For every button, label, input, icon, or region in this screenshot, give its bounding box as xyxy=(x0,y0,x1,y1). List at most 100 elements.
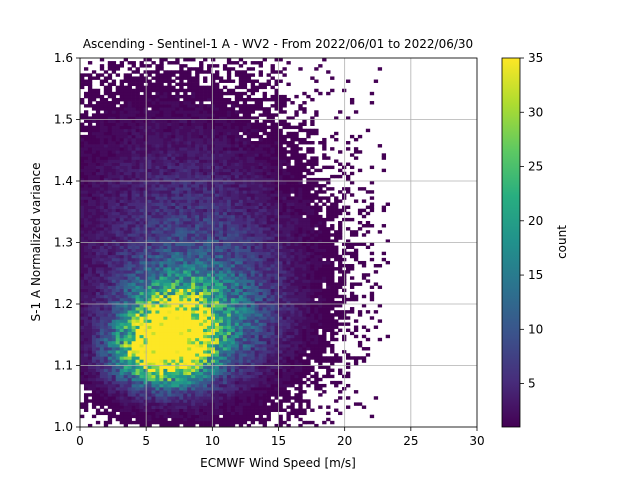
heatmap-cell xyxy=(151,304,156,308)
heatmap-cell xyxy=(115,264,121,268)
heatmap-cell xyxy=(183,110,188,114)
heatmap-cell xyxy=(167,224,172,228)
heatmap-cell xyxy=(234,313,240,317)
heatmap-cell xyxy=(151,181,156,185)
heatmap-cell xyxy=(135,257,140,262)
heatmap-cell xyxy=(135,380,140,385)
heatmap-cell xyxy=(207,257,212,262)
heatmap-cell xyxy=(222,420,228,425)
heatmap-cell xyxy=(214,217,220,222)
heatmap-cell xyxy=(111,119,117,123)
heatmap-cell xyxy=(191,383,196,388)
heatmap-cell xyxy=(246,248,252,253)
heatmap-cell xyxy=(139,276,144,280)
heatmap-cell xyxy=(167,137,172,142)
heatmap-cell xyxy=(127,260,132,265)
heatmap-cell xyxy=(151,174,156,179)
heatmap-cell xyxy=(230,128,236,133)
heatmap-cell xyxy=(159,279,164,283)
heatmap-cell xyxy=(203,190,208,194)
heatmap-cell xyxy=(147,383,152,388)
heatmap-cell xyxy=(163,411,168,416)
heatmap-cell xyxy=(103,353,109,357)
heatmap-cell xyxy=(207,159,212,163)
heatmap-cell xyxy=(131,156,136,160)
heatmap-cell xyxy=(238,94,244,99)
heatmap-cell xyxy=(211,181,216,185)
heatmap-cell xyxy=(123,356,128,360)
heatmap-cell xyxy=(226,110,232,114)
heatmap-cell xyxy=(163,242,168,246)
heatmap-cell xyxy=(179,208,184,213)
heatmap-cell xyxy=(222,159,228,163)
heatmap-cell xyxy=(115,67,121,71)
heatmap-cell xyxy=(151,119,156,123)
heatmap-cell xyxy=(175,423,180,428)
heatmap-cell xyxy=(159,208,164,213)
heatmap-cell xyxy=(143,371,148,376)
heatmap-cell xyxy=(103,97,109,102)
heatmap-cell xyxy=(87,150,93,154)
heatmap-cell xyxy=(115,328,121,333)
heatmap-cell xyxy=(167,368,172,372)
heatmap-cell xyxy=(131,128,136,133)
heatmap-cell xyxy=(222,101,228,105)
heatmap-cell xyxy=(167,353,172,357)
heatmap-cell xyxy=(226,264,232,268)
heatmap-cell xyxy=(238,208,244,213)
heatmap-cell xyxy=(246,362,252,366)
heatmap-cell xyxy=(250,245,256,249)
heatmap-cell xyxy=(187,334,192,339)
heatmap-cell xyxy=(179,162,184,166)
heatmap-cell xyxy=(230,125,236,130)
heatmap-cell xyxy=(107,113,113,117)
heatmap-cell xyxy=(151,196,156,200)
heatmap-cell xyxy=(91,387,97,391)
heatmap-cell xyxy=(207,107,212,111)
heatmap-cell xyxy=(131,288,136,293)
heatmap-cell xyxy=(151,279,156,283)
heatmap-cell xyxy=(238,177,244,182)
heatmap-cell xyxy=(123,202,128,206)
heatmap-cell xyxy=(163,294,168,299)
heatmap-cell xyxy=(226,371,232,376)
heatmap-cell xyxy=(171,187,176,191)
heatmap-cell xyxy=(207,153,212,157)
heatmap-cell xyxy=(151,156,156,160)
heatmap-cell xyxy=(242,399,248,403)
heatmap-cell xyxy=(123,387,128,391)
heatmap-cell xyxy=(211,137,216,142)
heatmap-cell xyxy=(147,159,152,163)
heatmap-cell xyxy=(103,119,109,123)
heatmap-cell xyxy=(207,254,212,259)
heatmap-cell xyxy=(131,171,136,176)
heatmap-cell xyxy=(163,76,168,80)
heatmap-cell xyxy=(234,325,240,329)
heatmap-cell xyxy=(131,214,136,219)
heatmap-cell xyxy=(191,104,196,108)
heatmap-cell xyxy=(155,300,160,305)
heatmap-cell xyxy=(159,91,164,96)
heatmap-cell xyxy=(222,322,228,326)
heatmap-cell xyxy=(203,119,208,123)
heatmap-cell xyxy=(199,399,204,403)
heatmap-cell xyxy=(187,205,192,210)
heatmap-cell xyxy=(211,147,216,151)
heatmap-cell xyxy=(131,294,136,299)
heatmap-cell xyxy=(147,208,152,213)
heatmap-cell xyxy=(222,331,228,336)
heatmap-cell xyxy=(250,199,256,203)
heatmap-cell xyxy=(103,193,109,197)
heatmap-cell xyxy=(234,177,240,182)
heatmap-cell xyxy=(127,128,132,133)
heatmap-cell xyxy=(238,58,244,62)
heatmap-cell xyxy=(214,76,220,80)
heatmap-cell xyxy=(111,107,117,111)
heatmap-cell xyxy=(103,141,109,145)
heatmap-cell xyxy=(119,236,125,240)
heatmap-cell xyxy=(211,294,216,299)
heatmap-cell xyxy=(95,276,101,280)
heatmap-cell xyxy=(222,390,228,394)
heatmap-cell xyxy=(80,285,85,289)
heatmap-cell xyxy=(203,254,208,259)
